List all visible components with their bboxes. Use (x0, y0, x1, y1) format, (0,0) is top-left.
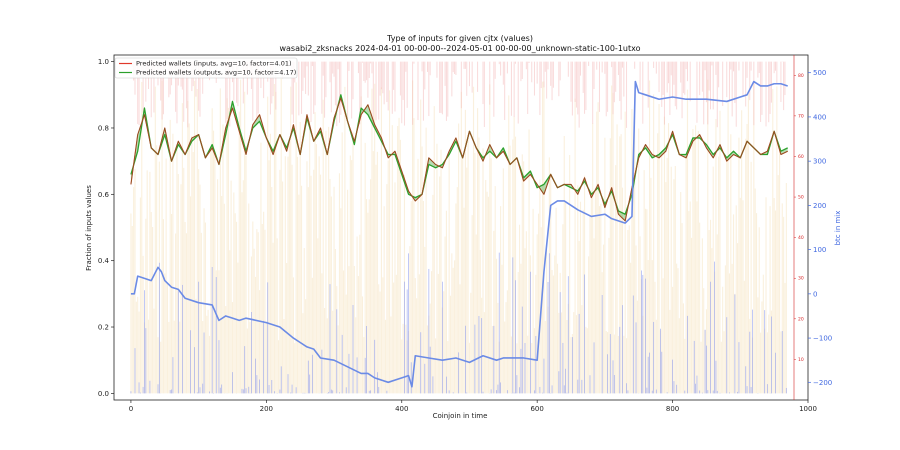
y-tick-label: 0.8 (98, 124, 109, 132)
y2-tick-label: 400 (813, 113, 826, 121)
x-tick-label: 0 (129, 405, 133, 413)
y2-tick-label: −200 (813, 379, 832, 387)
y-tick-label: 1.0 (98, 58, 109, 66)
x-tick-label: 200 (260, 405, 273, 413)
chart-subtitle: wasabi2_zksnacks 2024-04-01 00-00-00--20… (279, 44, 640, 53)
series-line-mix (130, 80, 788, 388)
x-axis-label: Coinjoin in time (433, 412, 488, 420)
red-tick-label: 40 (798, 235, 804, 241)
y2-tick-label: 500 (813, 69, 826, 77)
series-line-overlap (130, 97, 788, 222)
red-tick-label: 10 (798, 357, 804, 363)
y-tick-label: 0.4 (98, 257, 110, 265)
y2-tick-label: 200 (813, 202, 826, 210)
red-tick-label: 20 (798, 316, 804, 322)
x-tick-label: 1000 (799, 405, 817, 413)
red-tick-label: 60 (798, 154, 804, 160)
y-axis-label: Fraction of inputs values (85, 185, 93, 271)
bars-layer (130, 61, 787, 394)
y2-tick-label: 0 (813, 290, 817, 298)
red-tick-label: 80 (798, 73, 804, 79)
y-tick-label: 0.2 (98, 324, 109, 332)
legend-label-inputs: Predicted wallets (inputs, avg=10, facto… (136, 60, 292, 68)
red-tick-label: 70 (798, 113, 804, 119)
x-tick-label: 800 (666, 405, 679, 413)
y2-axis-label: btc in mix (834, 211, 842, 246)
lines-layer (130, 80, 788, 388)
chart-title: Type of inputs for given cjtx (values) (386, 34, 533, 43)
y-tick-label: 0.6 (98, 191, 110, 199)
y2-tick-label: −100 (813, 335, 832, 343)
legend-label-outputs: Predicted wallets (outputs, avg=10, fact… (136, 69, 296, 77)
x-tick-label: 600 (530, 405, 543, 413)
red-tick-label: 50 (798, 195, 804, 201)
plot-frame (113, 54, 809, 401)
legend: Predicted wallets (inputs, avg=10, facto… (114, 57, 298, 79)
y2-tick-label: 300 (813, 158, 826, 166)
x-tick-label: 400 (395, 405, 408, 413)
axes-layer: 0 200 400 600 800 10000.00.20.40.60.81.0−200−… (98, 54, 832, 413)
y-tick-label: 0.0 (98, 390, 109, 398)
red-tick-label: 30 (798, 276, 804, 282)
legend-box (114, 57, 298, 79)
y2-tick-label: 100 (813, 246, 826, 254)
